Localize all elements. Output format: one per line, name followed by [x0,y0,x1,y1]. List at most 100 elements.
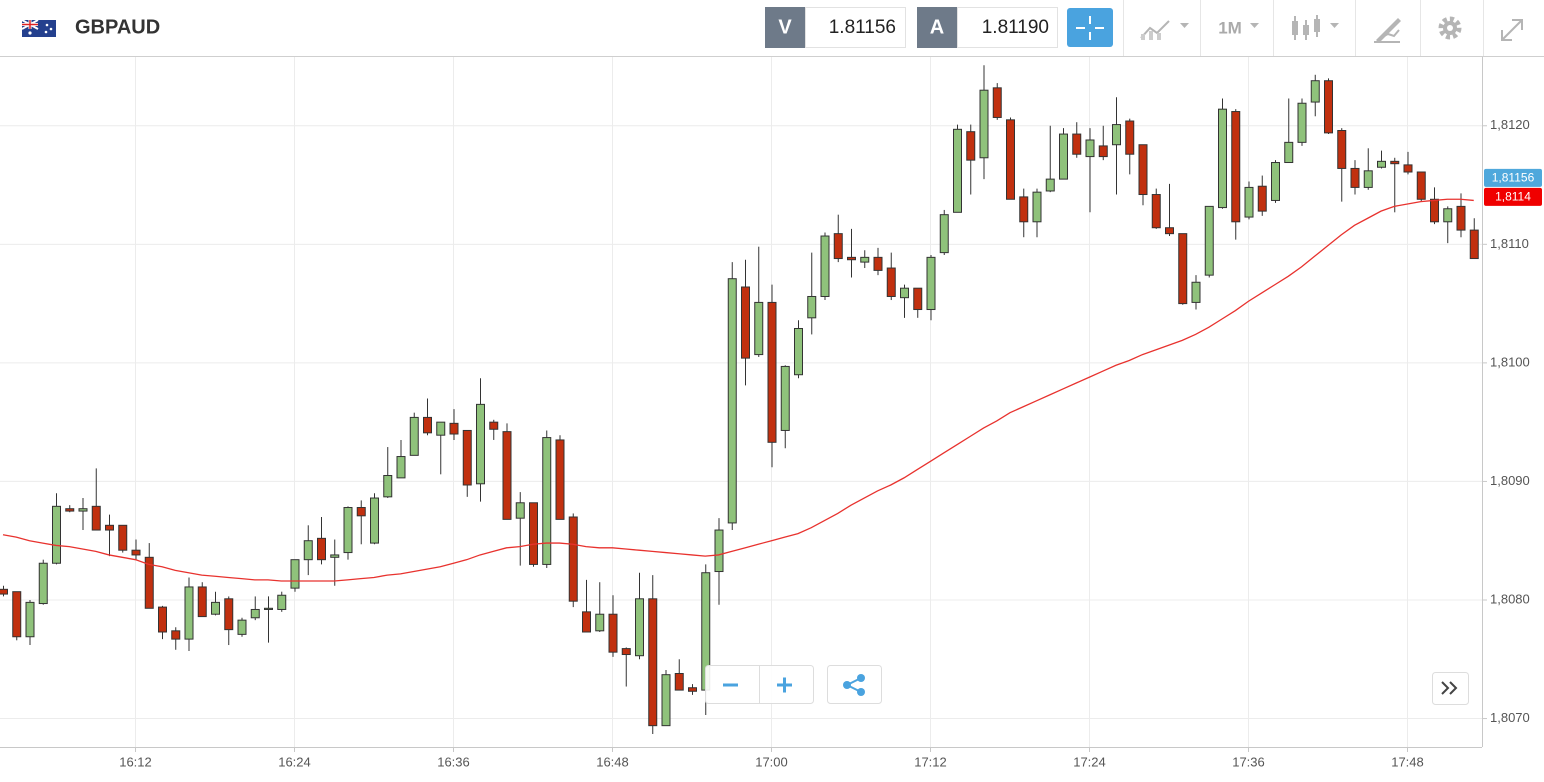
fullscreen-button[interactable] [1501,19,1523,41]
candle-body [250,608,260,619]
candle-body [582,611,591,633]
instrument-title: GBPAUD [75,16,160,38]
candle-body [741,286,750,359]
price-tag-label: 1,81156 [1492,171,1535,185]
candle-body [926,256,936,311]
candle-body [423,416,432,434]
toolbar: GBPAUD V 1.81156 A 1.81190 1M [0,0,1544,57]
candle-body [436,421,446,436]
candle-body [264,607,273,610]
buy-price-box[interactable] [957,7,1058,48]
y-tick-label: 1,8100 [1490,354,1530,369]
candle-body [1178,233,1188,305]
candle-body [1191,281,1201,303]
candle-body [1324,80,1333,134]
candle-body [396,456,406,479]
candle-body [780,365,790,431]
y-tick-label: 1,8110 [1490,236,1529,251]
candle-body [158,606,167,633]
candle-body [502,431,512,520]
candle-body [1377,160,1386,168]
candle-body [939,214,949,254]
candle-body [171,630,181,640]
candle-body [118,524,128,551]
sell-label[interactable]: V [778,16,792,38]
candle-body [489,421,499,430]
candle-body [370,497,379,544]
candle-body [873,256,883,271]
candle-body [1019,196,1029,223]
chart-type-button[interactable] [1140,20,1189,40]
candle-body [1085,139,1095,158]
candle-body [91,505,101,531]
drawing-tools-button[interactable] [1374,18,1401,43]
x-tick-label: 17:12 [914,754,947,769]
candle-body [1218,108,1227,209]
candle-body [1112,124,1121,146]
candle-body [568,516,578,602]
candle-body [794,327,803,376]
x-tick-label: 17:36 [1232,754,1265,769]
toolbar-separators [1123,0,1484,56]
sell-button[interactable]: V 1.81156 [765,7,906,48]
crosshair-button[interactable] [1067,8,1113,47]
candle-body [277,594,287,610]
candle-body [409,416,419,456]
candle-body [105,524,114,531]
candle-style-button[interactable] [1292,15,1339,40]
candle-body [1125,120,1135,155]
zoom-controls[interactable] [705,665,814,704]
zoom-in[interactable] [777,677,792,693]
price-tag [1484,187,1542,206]
candle-body [1456,205,1466,231]
candle-body [1165,227,1174,235]
candle-body [595,613,605,632]
candle-body [1032,191,1042,223]
candle-body [661,674,671,727]
candle-body [1337,130,1347,169]
candle-body [1297,102,1307,143]
y-tick-label: 1,8090 [1490,473,1530,488]
candle-body [1443,208,1453,223]
x-tick-label: 16:12 [119,754,152,769]
buy-label[interactable]: A [930,16,944,38]
sell-price[interactable]: 1.81156 [829,17,896,38]
timeframe-button[interactable]: 1M [1218,18,1259,37]
candle-body [754,301,764,356]
candle-body [1098,145,1108,158]
candle-body [1151,194,1161,229]
candle-body [529,502,538,565]
candle-body [1059,133,1068,180]
sell-price-box[interactable] [805,7,906,48]
candle-body [979,89,989,159]
share-button[interactable] [827,665,882,704]
candle-body [621,648,631,656]
candle-body [727,278,737,524]
candle-body [462,429,472,486]
timeframe-label[interactable]: 1M [1218,18,1242,37]
candle-body [833,233,843,260]
candle-body [648,598,658,727]
candle-body [1072,133,1082,155]
candle-body [1138,144,1148,196]
candle-body [1430,198,1439,223]
candle-body [608,613,618,653]
buy-label-box[interactable] [917,7,957,48]
sell-label-box[interactable] [765,7,805,48]
buy-button[interactable]: A 1.81190 [917,7,1058,48]
x-tick-label: 17:00 [755,754,788,769]
buy-price[interactable]: 1.81190 [982,17,1049,38]
candle-body [131,549,141,556]
candle-body [966,131,976,161]
candle-body [1284,141,1294,164]
candle-body [886,267,896,297]
candle-body [515,502,525,519]
settings-button[interactable] [1438,16,1462,40]
y-tick-label: 1,8070 [1490,710,1530,725]
scroll-to-end-button[interactable] [1432,672,1469,705]
price-tag [1484,168,1542,187]
candle-body [224,598,234,631]
candle-body [38,562,48,605]
candle-body [1350,167,1360,188]
